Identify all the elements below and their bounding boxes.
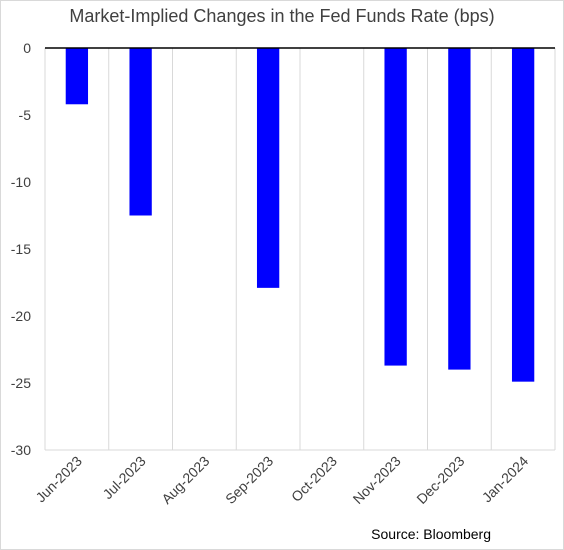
chart-title: Market-Implied Changes in the Fed Funds … [69, 6, 495, 26]
bar-jul-2023 [129, 48, 152, 216]
chart-source: Source: Bloomberg [371, 526, 491, 542]
x-tick-label: Sep-2023 [222, 453, 276, 507]
bar-jan-2024 [511, 48, 535, 382]
y-tick-label: -5 [19, 107, 32, 123]
y-tick-label: -20 [11, 308, 31, 324]
x-tick-label: Jan-2024 [479, 453, 532, 506]
y-tick-label: -30 [11, 442, 31, 458]
x-tick-label: Oct-2023 [288, 453, 340, 505]
x-tick-label: Jul-2023 [99, 453, 148, 502]
x-tick-label: Dec-2023 [413, 453, 467, 507]
x-tick-label: Aug-2023 [158, 453, 212, 507]
bar-sep-2023 [256, 48, 280, 288]
x-tick-label: Nov-2023 [350, 453, 404, 507]
y-tick-label: -10 [11, 174, 31, 190]
y-tick-label: -15 [11, 241, 31, 257]
y-tick-label: 0 [23, 40, 31, 56]
bar-nov-2023 [384, 48, 407, 366]
bar-dec-2023 [448, 48, 471, 370]
bar-jun-2023 [65, 48, 89, 105]
y-tick-label: -25 [11, 375, 31, 391]
x-tick-label: Jun-2023 [32, 453, 85, 506]
